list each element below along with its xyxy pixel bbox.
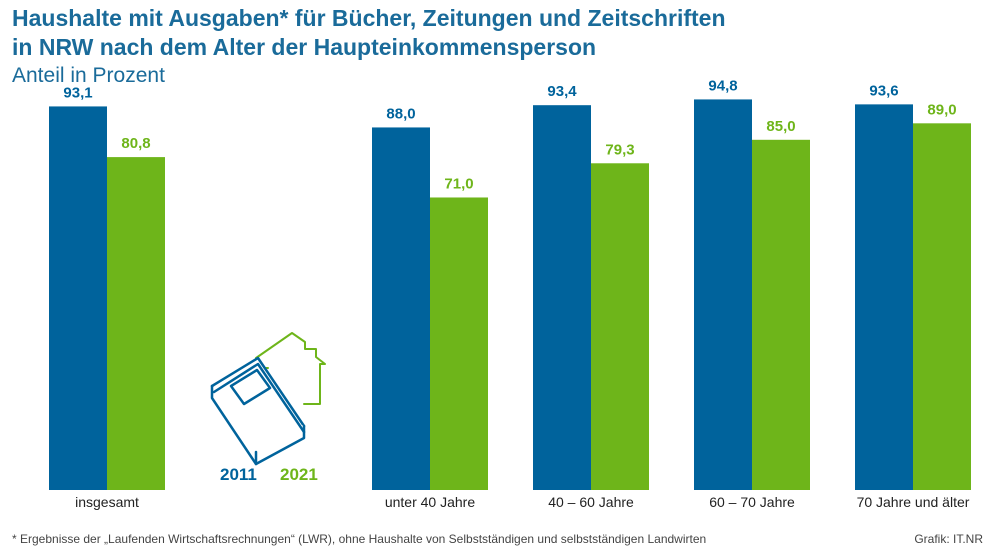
- value-label-2021-60-70-jahre: 85,0: [766, 118, 795, 135]
- value-label-2021-70-jahre-und-lter: 89,0: [927, 101, 956, 118]
- legend: 2011 2021: [220, 465, 318, 484]
- bar-2021-unter-40-jahre: [430, 197, 488, 491]
- legend-2021: 2021: [280, 465, 318, 484]
- category-label-40-60-jahre: 40 – 60 Jahre: [548, 494, 634, 510]
- bar-2021-60-70-jahre: [752, 139, 810, 491]
- category-label-insgesamt: insgesamt: [75, 494, 139, 510]
- value-label-2021-unter-40-jahre: 71,0: [444, 175, 473, 192]
- bar-2011-60-70-jahre: [694, 99, 752, 490]
- chart-title: Haushalte mit Ausgaben* für Bücher, Zeit…: [12, 4, 726, 62]
- category-label-70-jahre-und-lter: 70 Jahre und älter: [857, 494, 970, 510]
- bar-2021-40-60-jahre: [591, 163, 649, 490]
- value-label-2011-70-jahre-und-lter: 93,6: [869, 82, 898, 99]
- value-label-2011-unter-40-jahre: 88,0: [386, 105, 415, 122]
- bar-2011-insgesamt: [49, 106, 107, 490]
- footnote: * Ergebnisse der „Laufenden Wirtschaftsr…: [12, 532, 707, 546]
- legend-2011: 2011: [220, 465, 257, 484]
- source-credit: Grafik: IT.NR: [914, 532, 983, 546]
- value-label-2021-insgesamt: 80,8: [121, 135, 150, 152]
- book-house-icon: [210, 332, 326, 466]
- book-shape: [210, 356, 306, 466]
- value-label-2021-40-60-jahre: 79,3: [605, 141, 634, 158]
- bars-group: 93,1 80,8 insgesamt 88,0 71,0 unter 40 Jahre 9…: [49, 77, 971, 510]
- chart-title-line-2: in NRW nach dem Alter der Haupteinkommen…: [12, 34, 597, 60]
- bar-2021-insgesamt: [107, 157, 165, 490]
- value-label-2011-60-70-jahre: 94,8: [708, 77, 737, 94]
- bar-2011-40-60-jahre: [533, 105, 591, 490]
- chart-subtitle: Anteil in Prozent: [12, 64, 165, 87]
- category-label-60-70-jahre: 60 – 70 Jahre: [709, 494, 795, 510]
- chart-title-line-1: Haushalte mit Ausgaben* für Bücher, Zeit…: [12, 5, 726, 31]
- bar-2011-unter-40-jahre: [372, 127, 430, 490]
- bar-2011-70-jahre-und-lter: [855, 104, 913, 491]
- value-label-2011-40-60-jahre: 93,4: [547, 83, 577, 100]
- value-label-2011-insgesamt: 93,1: [63, 84, 92, 101]
- bar-2021-70-jahre-und-lter: [913, 123, 971, 490]
- category-label-unter-40-jahre: unter 40 Jahre: [385, 494, 475, 510]
